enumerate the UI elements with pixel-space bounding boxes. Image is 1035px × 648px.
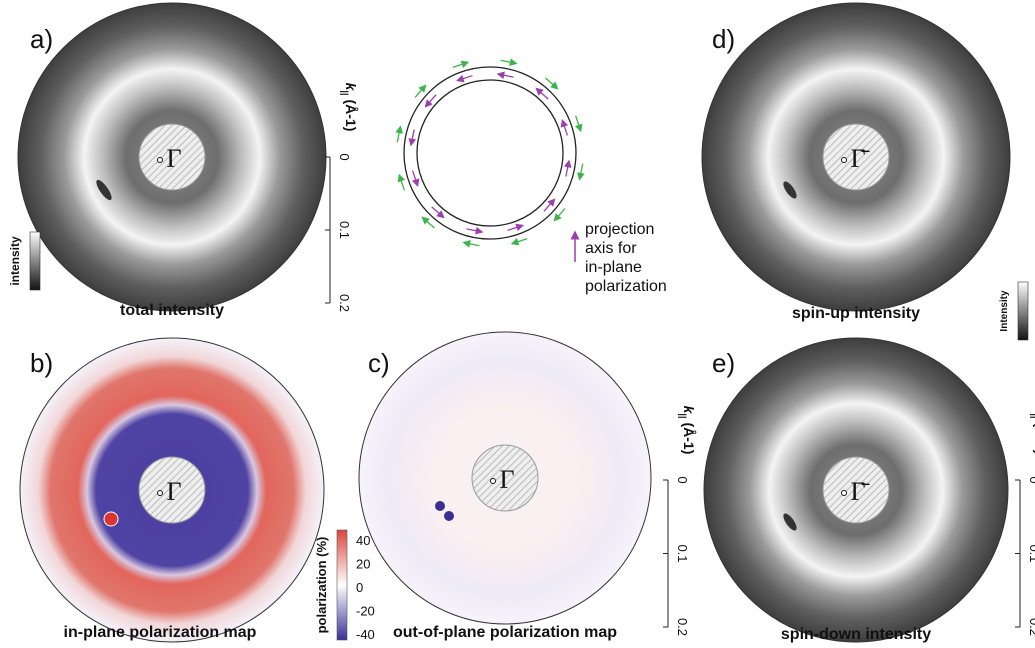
spin-arrow — [411, 129, 414, 145]
note-line: polarization — [585, 278, 667, 295]
spin-arrow — [464, 243, 480, 246]
spin-arrow — [512, 239, 527, 244]
panel-label: b) — [30, 348, 53, 378]
scale-tick-label: 0.1 — [337, 221, 352, 239]
gamma-dot — [158, 491, 163, 496]
spin-arrow — [498, 74, 514, 77]
note-line: axis for — [585, 240, 637, 257]
scale-tick-label: 0 — [675, 476, 690, 483]
colorbar-tick-label: -40 — [356, 627, 375, 642]
gray-scale — [30, 232, 40, 290]
spin-arrow — [576, 116, 581, 131]
spin-arrow — [554, 209, 565, 221]
spin-arrow — [397, 127, 400, 143]
spot — [435, 501, 445, 511]
spin-arrow — [453, 62, 468, 67]
panel-label: c) — [368, 348, 390, 378]
outer-ring — [404, 67, 576, 239]
note-line: in-plane — [585, 259, 642, 276]
spin-arrow — [457, 76, 472, 81]
scale-label-part: || — [678, 413, 688, 418]
spot — [104, 512, 118, 526]
panel-label: d) — [712, 24, 735, 54]
scale-label-part: || — [1030, 413, 1035, 418]
inner-ring — [417, 80, 563, 226]
panel-caption: spin-down intensity — [781, 626, 931, 643]
scale-label-part: (Å-1) — [343, 99, 359, 131]
panel-caption: out-of-plane polarization map — [393, 624, 617, 641]
scale-tick-label: 0.1 — [675, 544, 690, 562]
spin-arrows — [397, 60, 582, 245]
gamma-dot — [158, 158, 163, 163]
spin-arrow — [422, 217, 434, 228]
gamma-label: Γ — [499, 465, 514, 494]
spin-arrow — [501, 60, 517, 63]
legend-label: Intensity — [999, 290, 1010, 332]
scale-tick-label: 0.2 — [675, 618, 690, 636]
spin-arrow — [562, 120, 567, 135]
gamma-label: Γ — [166, 477, 181, 506]
spot — [444, 511, 454, 521]
spin-arrow — [546, 78, 558, 89]
panel-label: e) — [712, 348, 735, 378]
spin-arrow — [566, 161, 569, 177]
colorbar-tick-label: -20 — [356, 604, 375, 619]
scale-tick-label: 0.2 — [337, 294, 352, 312]
colorbar-tick-label: 40 — [356, 533, 370, 548]
scale-label: k||(Å-1) — [340, 83, 359, 132]
scale-tick-label: 0 — [337, 153, 352, 160]
scale-label-part: || — [340, 90, 350, 95]
panel-label: a) — [30, 24, 53, 54]
colorbar-title: polarization (%) — [314, 537, 329, 634]
panel-caption: in-plane polarization map — [64, 624, 257, 641]
gray-scale — [1018, 282, 1028, 340]
colorbar-tick-label: 20 — [356, 557, 370, 572]
figure: Γa) total intensity Γb) in-plane polarizati… — [0, 0, 1035, 648]
spin-arrow — [580, 164, 583, 180]
spin-arrow — [415, 85, 426, 97]
colorbar — [337, 530, 347, 640]
gamma-dot — [842, 158, 847, 163]
panel-caption: total intensity — [120, 302, 224, 319]
gamma-dot — [842, 491, 847, 496]
colorbar-tick-label: 0 — [356, 580, 363, 595]
spin-arrow — [508, 225, 523, 230]
gamma-label: Γ — [166, 144, 181, 173]
scale-tick-label: 0.1 — [1027, 544, 1035, 562]
panel-caption: spin-up intensity — [792, 305, 920, 322]
spin-arrow — [413, 171, 418, 186]
spin-arrow — [399, 175, 404, 190]
legend-label: intensity — [8, 236, 22, 286]
scale-label: k||(Å-1) — [678, 406, 697, 455]
note-line: projection — [585, 221, 654, 238]
scale-tick-label: 0 — [1027, 476, 1035, 483]
gamma-dot — [491, 479, 496, 484]
spin-arrow — [466, 229, 482, 232]
scale-tick-label: 0.2 — [1027, 618, 1035, 636]
scale-label-part: (Å-1) — [681, 422, 697, 454]
scale-label: k||(Å-1) — [1030, 406, 1035, 455]
